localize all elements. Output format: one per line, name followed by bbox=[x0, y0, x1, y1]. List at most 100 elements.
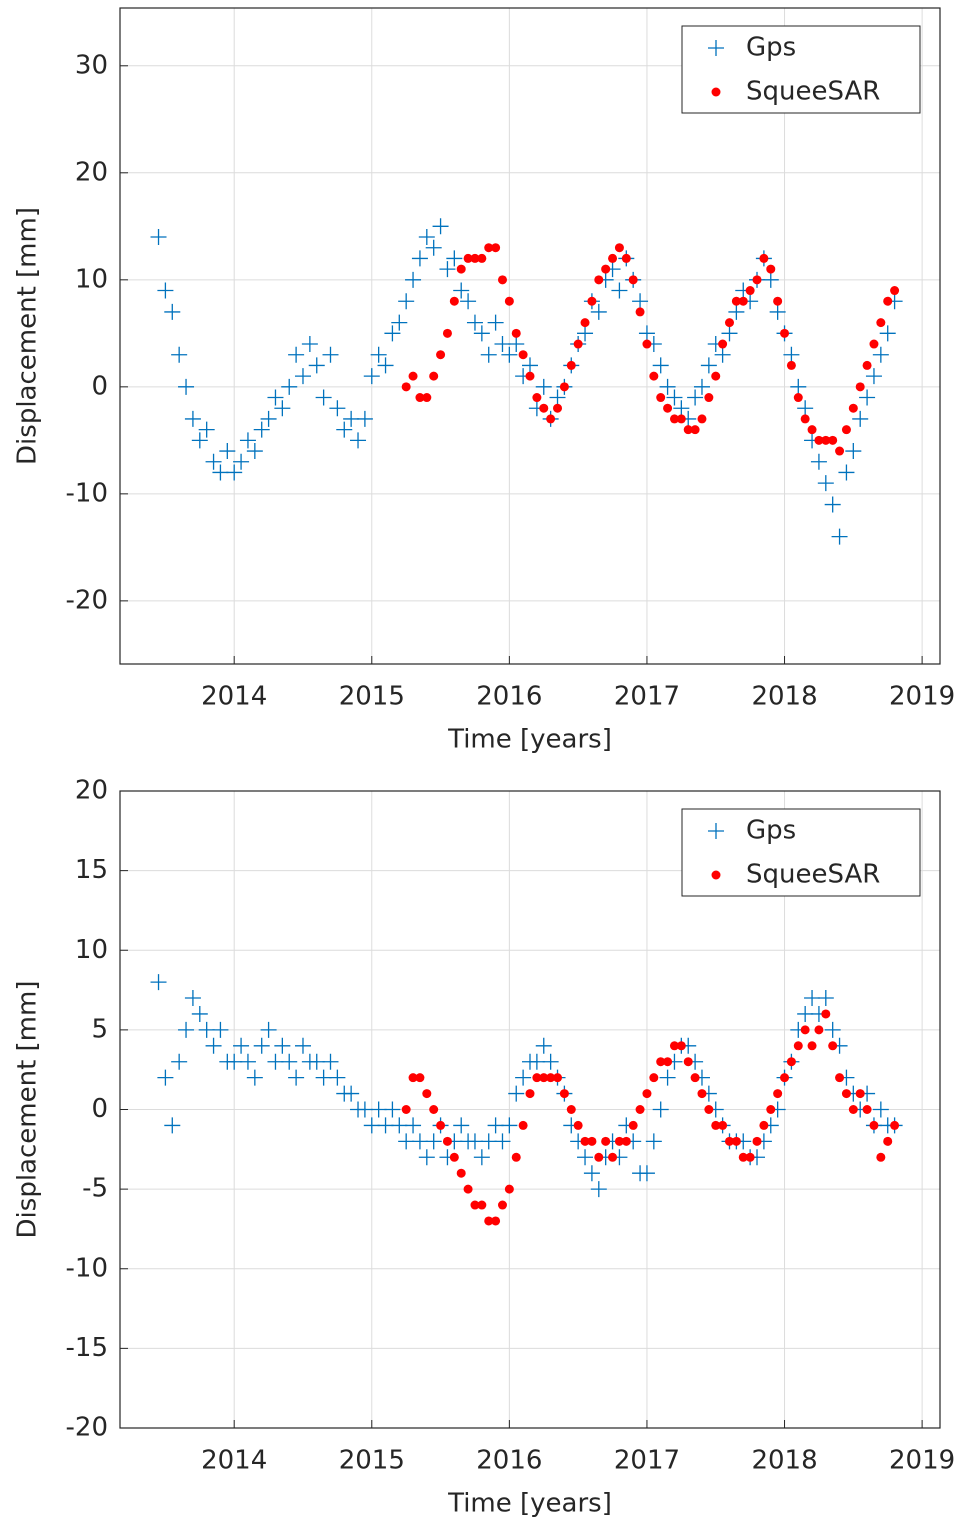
squeesar-point bbox=[491, 243, 501, 253]
gps-point bbox=[645, 1133, 662, 1150]
gps-point bbox=[418, 229, 435, 246]
squeesar-point bbox=[738, 296, 748, 306]
gps-point bbox=[164, 1117, 181, 1134]
squeesar-point bbox=[697, 414, 707, 424]
gps-point bbox=[233, 1037, 250, 1054]
squeesar-point bbox=[511, 328, 521, 338]
gps-point bbox=[288, 346, 305, 363]
gps-point bbox=[233, 453, 250, 470]
squeesar-point bbox=[470, 1200, 480, 1210]
gps-point bbox=[164, 303, 181, 320]
x-tick-label: 2016 bbox=[476, 682, 542, 712]
gps-point bbox=[315, 1069, 332, 1086]
squeesar-point bbox=[869, 1120, 879, 1130]
squeesar-point bbox=[828, 1041, 838, 1051]
squeesar-point bbox=[546, 1073, 556, 1083]
squeesar-point bbox=[546, 414, 556, 424]
y-tick-label: -15 bbox=[66, 1333, 108, 1363]
squeesar-point bbox=[614, 243, 624, 253]
squeesar-point bbox=[855, 382, 865, 392]
squeesar-point bbox=[594, 275, 604, 285]
squeesar-point bbox=[780, 1073, 790, 1083]
squeesar-point bbox=[580, 318, 590, 328]
gps-point bbox=[872, 346, 889, 363]
squeesar-point bbox=[821, 1009, 831, 1019]
gps-point bbox=[398, 293, 415, 310]
squeesar-point bbox=[683, 425, 693, 435]
squeesar-point bbox=[752, 275, 762, 285]
squeesar-point bbox=[883, 296, 893, 306]
gps-point bbox=[267, 1053, 284, 1070]
squeesar-point bbox=[793, 1041, 803, 1051]
gps-point bbox=[487, 1117, 504, 1134]
squeesar-point bbox=[442, 1136, 452, 1146]
gps-point bbox=[405, 1117, 422, 1134]
squeesar-point bbox=[800, 1025, 810, 1035]
squeesar-point bbox=[890, 286, 900, 296]
squeesar-point bbox=[814, 435, 824, 445]
squeesar-point bbox=[835, 1073, 845, 1083]
gps-point bbox=[411, 250, 428, 267]
gps-point bbox=[549, 389, 566, 406]
gps-point bbox=[473, 325, 490, 342]
gps-point bbox=[301, 336, 318, 353]
legend: Gps SqueeSAR bbox=[681, 808, 921, 897]
legend-label: Gps bbox=[746, 816, 796, 846]
squeesar-point bbox=[470, 253, 480, 263]
gps-point bbox=[783, 346, 800, 363]
gps-point bbox=[274, 400, 291, 417]
squeesar-point bbox=[518, 1120, 528, 1130]
gps-point bbox=[638, 1165, 655, 1182]
gps-point bbox=[157, 282, 174, 299]
gps-point bbox=[377, 357, 394, 374]
gps-point bbox=[418, 1149, 435, 1166]
gps-point bbox=[205, 453, 222, 470]
squeesar-point bbox=[862, 360, 872, 370]
gps-point bbox=[501, 346, 518, 363]
squeesar-point bbox=[429, 1105, 439, 1114]
x-tick-label: 2015 bbox=[339, 1446, 405, 1476]
gps-point bbox=[329, 1069, 346, 1086]
squeesar-point bbox=[780, 328, 790, 338]
gps-point bbox=[480, 346, 497, 363]
gps-point bbox=[872, 1101, 889, 1118]
gps-point bbox=[831, 528, 848, 545]
squeesar-point bbox=[704, 393, 714, 403]
squeesar-point bbox=[821, 435, 831, 445]
gps-point bbox=[652, 357, 669, 374]
squeesar-point bbox=[422, 1089, 432, 1099]
marks bbox=[150, 218, 903, 545]
gps-point bbox=[226, 464, 243, 481]
gps-point bbox=[391, 1117, 408, 1134]
gps-point bbox=[838, 464, 855, 481]
gps-point bbox=[370, 346, 387, 363]
squeesar-point bbox=[511, 1152, 521, 1162]
squeesar-point bbox=[876, 318, 886, 328]
squeesar-point bbox=[518, 350, 528, 360]
gps-point bbox=[178, 378, 195, 395]
gps-point bbox=[590, 1181, 607, 1198]
gps-point bbox=[810, 453, 827, 470]
squeesar-point bbox=[752, 1136, 762, 1146]
legend-label: SqueeSAR bbox=[746, 860, 880, 890]
gps-point bbox=[721, 325, 738, 342]
x-tick-label: 2017 bbox=[614, 1446, 680, 1476]
squeesar-point bbox=[614, 1136, 624, 1146]
squeesar-point bbox=[690, 1073, 700, 1083]
x-tick-label: 2016 bbox=[476, 1446, 542, 1476]
squeesar-point bbox=[594, 1152, 604, 1162]
squeesar-point bbox=[415, 393, 425, 403]
gps-point bbox=[473, 1149, 490, 1166]
squeesar-point bbox=[731, 296, 741, 306]
gps-point bbox=[535, 1037, 552, 1054]
gps-point bbox=[157, 1069, 174, 1086]
squeesar-point bbox=[663, 1057, 673, 1067]
x-axis-label: Time [years] bbox=[447, 725, 612, 755]
gps-point bbox=[480, 1133, 497, 1150]
squeesar-point bbox=[628, 1120, 638, 1130]
squeesar-point bbox=[463, 1184, 473, 1194]
gps-point bbox=[865, 368, 882, 385]
gps-point bbox=[446, 250, 463, 267]
gps-point bbox=[487, 314, 504, 331]
y-tick-label: 0 bbox=[91, 1094, 108, 1124]
